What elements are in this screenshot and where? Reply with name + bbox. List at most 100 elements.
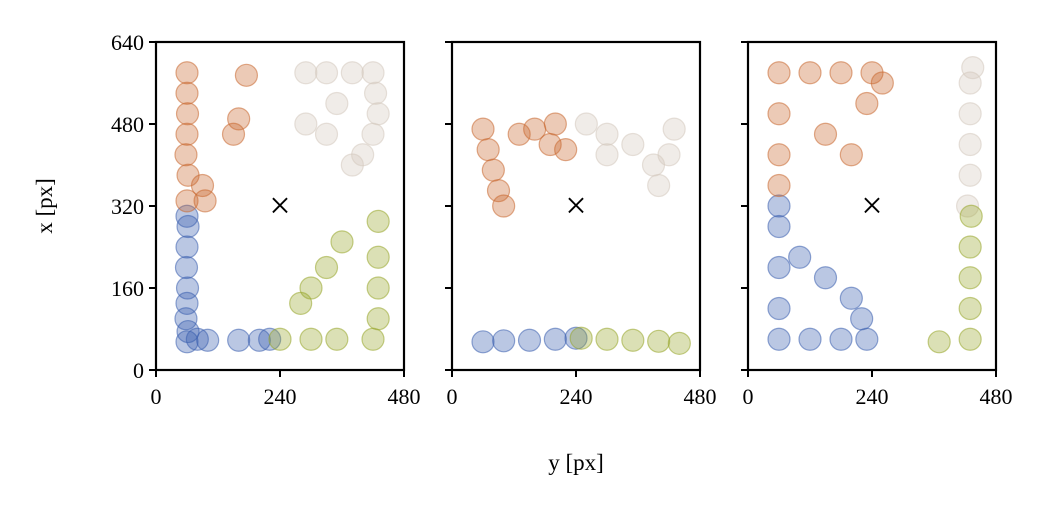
data-point-orange [481,158,505,182]
data-point-orange [767,61,791,85]
x-tick-label: 0 [743,384,754,409]
data-point-beige [340,153,364,177]
y-tick-label: 0 [133,358,144,383]
data-point-blue [258,327,282,351]
x-tick-label: 480 [684,384,717,409]
data-point-orange [543,112,567,136]
data-point-orange [767,143,791,167]
data-point-blue [767,214,791,239]
data-point-blue [767,327,791,351]
data-point-green [289,291,313,315]
data-point-blue [813,266,838,290]
data-point-orange [767,173,791,198]
data-point-green [366,307,390,331]
x-tick-label: 240 [264,384,297,409]
panel-3: × 0 240 480 [741,40,1013,409]
x-tick-label: 240 [560,384,593,409]
data-point-green [958,327,982,351]
data-point-blue [564,326,588,350]
data-point-beige [595,122,619,146]
data-point-orange [174,143,198,167]
data-point-blue [196,328,220,352]
data-point-green [366,209,390,233]
data-point-beige [647,173,671,198]
data-point-blue [174,255,199,280]
data-point-beige [294,112,318,136]
data-point-orange [829,61,853,85]
data-point-blue [471,330,495,354]
data-point-orange [175,189,199,213]
y-tick-label: 480 [111,112,144,137]
x-tick-label: 0 [151,384,162,409]
data-point-blue [175,235,199,259]
data-point-orange [860,61,884,85]
data-point-beige [595,143,619,167]
data-point-green [958,235,982,259]
x-axis-label: y [px] [548,450,604,475]
data-point-green [647,329,671,353]
data-point-beige [961,56,985,80]
data-point-beige [621,132,645,157]
data-point-green [958,296,982,321]
data-point-beige [314,61,339,85]
data-point-beige [958,71,982,95]
data-point-beige [657,143,681,167]
data-point-orange [175,81,199,105]
data-point-blue [767,255,791,280]
x-tick-label: 0 [447,384,458,409]
data-point-blue [517,328,542,352]
data-point-blue [247,328,271,352]
data-point-beige [366,102,390,126]
data-point-beige [314,122,339,146]
data-point-blue [798,327,822,351]
data-point-orange [767,102,791,126]
data-point-green [299,327,323,351]
data-point-orange [492,194,516,218]
data-point-blue [767,194,791,218]
data-point-green [366,245,390,269]
data-point-orange [175,122,199,146]
data-point-beige [294,61,318,85]
y-tick-label: 160 [111,276,144,301]
y-axis-label: x [px] [32,178,57,234]
data-point-orange [554,138,578,162]
data-point-orange [234,63,259,87]
data-point-beige [351,143,375,167]
data-point-beige [662,117,686,141]
data-point-orange [471,117,495,141]
data-point-green [595,327,619,351]
data-point-blue [839,286,863,310]
data-point-green [569,326,593,350]
data-point-orange [175,61,199,85]
data-point-blue [788,245,812,269]
center-marker: × [269,185,290,227]
data-point-orange [190,173,215,198]
data-point-beige [958,102,982,126]
data-point-orange [221,122,246,146]
data-point-green [927,330,951,354]
data-point-beige [958,132,982,157]
data-point-orange [227,107,251,131]
center-marker: × [565,185,586,227]
data-point-green [314,255,339,280]
data-point-green [667,331,691,355]
data-point-beige [361,61,385,85]
data-point-orange [476,138,500,162]
data-point-blue [543,327,567,351]
x-tick-label: 240 [856,384,889,409]
data-point-green [366,276,390,300]
data-point-beige [363,81,388,105]
data-point-beige [958,163,982,187]
data-point-orange [813,122,838,146]
data-point-blue [227,328,251,352]
data-point-green [268,327,292,351]
data-point-beige [325,91,349,116]
data-point-beige [574,112,598,136]
data-point-green [325,327,349,351]
x-tick-label: 480 [980,384,1013,409]
data-point-blue [829,327,853,351]
data-point-green [959,204,983,228]
data-point-green [958,266,982,290]
y-tick-label: 320 [111,194,144,219]
